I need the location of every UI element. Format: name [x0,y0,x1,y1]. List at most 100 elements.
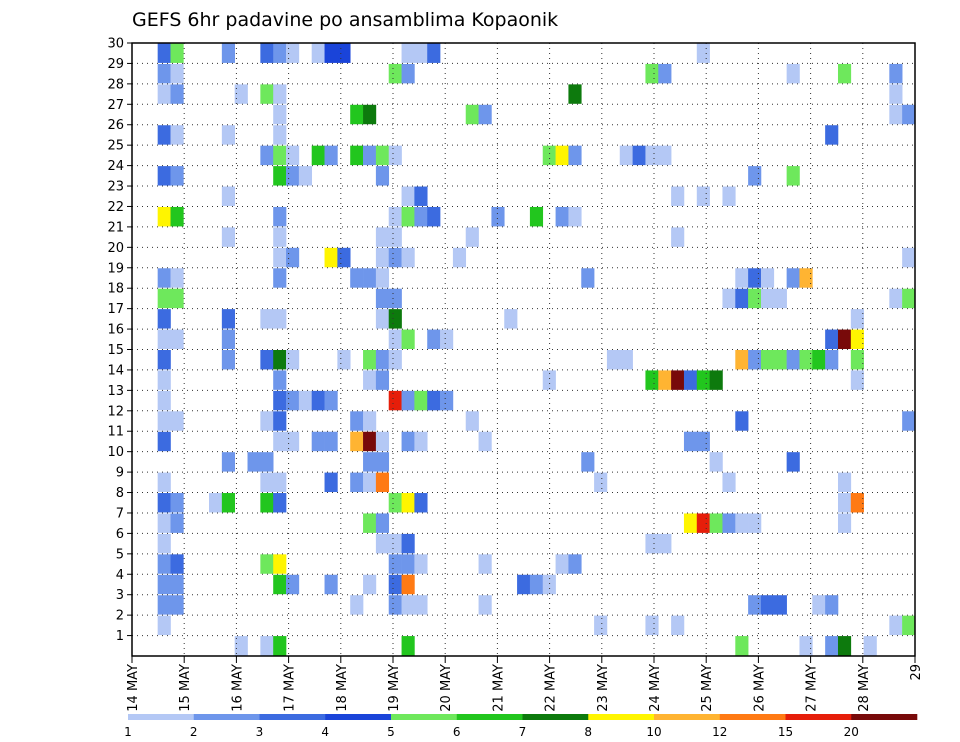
y-tick-label: 13 [107,384,124,399]
heatmap-cell [863,636,877,656]
heatmap-cell [375,370,390,390]
heatmap-cell [157,125,171,145]
heatmap-cell [568,84,582,104]
heatmap-cell [812,350,826,370]
heatmap-cell [517,574,531,595]
heatmap-cell [606,350,621,370]
heatmap-cell [581,452,595,472]
x-tick-label: 19 MAY [387,664,402,712]
x-tick-label: 28 MAY [857,664,872,712]
heatmap-cell [363,104,377,125]
heatmap-cell [748,595,762,615]
heatmap-cell [170,84,184,104]
heatmap-cell [337,350,351,370]
y-tick-label: 25 [107,139,124,154]
heatmap-cell [311,390,325,411]
heatmap-cell [311,431,325,452]
y-tick-label: 21 [107,220,124,235]
heatmap-cell [748,268,762,288]
heatmap-cell [388,227,402,247]
heatmap-cell [157,43,171,63]
x-tick-label: 23 MAY [596,664,611,712]
heatmap-cell [414,186,428,206]
x-tick-label: 16 MAY [230,664,245,712]
heatmap-cell [799,268,813,288]
heatmap-cell [273,268,287,288]
heatmap-cell [748,350,762,370]
heatmap-cell [889,84,903,104]
heatmap-cell [260,472,274,493]
heatmap-cell [388,554,402,574]
heatmap-cell [209,493,223,513]
legend-swatch [456,714,523,720]
heatmap-cell [157,166,171,186]
heatmap-cell [375,145,390,166]
heatmap-cell [260,493,274,513]
heatmap-cell [760,595,775,615]
heatmap-cell [401,431,415,452]
heatmap-cell [337,43,351,63]
y-tick-label: 8 [116,486,124,501]
heatmap-cell [375,227,390,247]
heatmap-cell [273,493,287,513]
legend-label: 1 [124,725,132,739]
heatmap-cell [748,513,762,533]
heatmap-cell [375,431,390,452]
heatmap-cell [170,574,184,595]
heatmap-cell [273,84,287,104]
legend-swatch [522,714,589,720]
heatmap-cell [375,247,390,268]
y-tick-label: 11 [107,425,124,440]
y-tick-label: 17 [107,302,124,317]
heatmap-cell [157,615,171,636]
y-tick-label: 3 [116,588,124,603]
y-tick-label: 9 [116,466,124,481]
heatmap-cell [170,43,184,63]
heatmap-cell [658,145,672,166]
heatmap-cell [157,350,171,370]
legend-label: 20 [844,725,859,739]
heatmap-cell [157,84,171,104]
heatmap-cell [889,104,903,125]
heatmap-cell [414,554,428,574]
heatmap-cell [311,145,325,166]
heatmap-cell [286,390,300,411]
heatmap-cell [375,166,390,186]
heatmap-cell [837,63,852,84]
y-tick-label: 22 [107,200,124,215]
heatmap-cell [773,595,787,615]
heatmap-cell [363,411,377,431]
heatmap-cell [568,206,582,227]
heatmap-cell [773,350,787,370]
heatmap-cell [683,513,698,533]
y-tick-label: 18 [107,282,124,297]
y-tick-label: 27 [107,98,124,113]
x-tick-label: 24 MAY [648,664,663,712]
heatmap-cell [645,370,659,390]
heatmap-cell [388,390,402,411]
heatmap-cell [465,411,479,431]
x-tick-label: 27 MAY [805,664,820,712]
heatmap-cell [273,227,287,247]
heatmap-cell [542,574,556,595]
heatmap-cell [645,63,659,84]
heatmap-cell [683,431,698,452]
legend-label: 7 [519,725,527,739]
heatmap-cell [388,574,402,595]
heatmap-cell [478,104,492,125]
heatmap-cell [440,390,454,411]
y-tick-label: 15 [107,343,124,358]
heatmap-cell [478,554,492,574]
heatmap-cell [671,370,685,390]
heatmap-cell [722,472,736,493]
legend-swatch [654,714,721,720]
heatmap-cell [850,329,864,349]
heatmap-cell [902,288,916,309]
heatmap-cell [440,329,454,349]
heatmap-cell [170,206,184,227]
heatmap-cell [157,63,171,84]
legend-swatch [259,714,326,720]
heatmap-cell [363,145,377,166]
heatmap-cell [337,247,351,268]
